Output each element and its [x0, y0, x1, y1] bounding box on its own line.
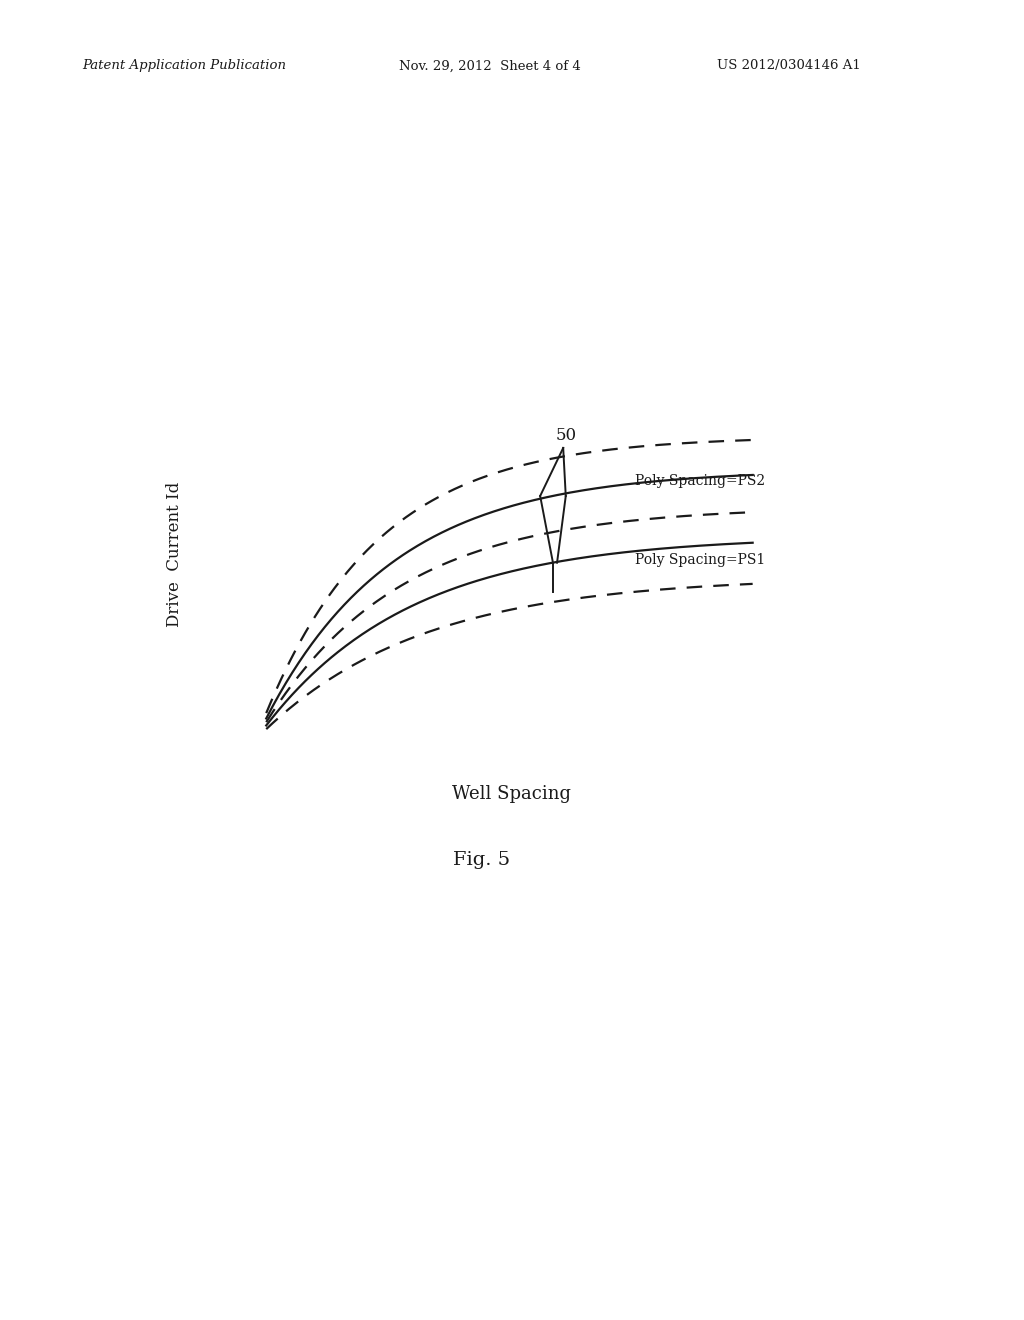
Text: Poly Spacing=PS2: Poly Spacing=PS2	[635, 474, 765, 488]
Text: Patent Application Publication: Patent Application Publication	[82, 59, 286, 73]
Text: Well Spacing: Well Spacing	[453, 785, 571, 804]
Text: 50: 50	[555, 428, 577, 445]
Text: Nov. 29, 2012  Sheet 4 of 4: Nov. 29, 2012 Sheet 4 of 4	[399, 59, 581, 73]
Text: Poly Spacing=PS1: Poly Spacing=PS1	[635, 553, 765, 566]
Text: Fig. 5: Fig. 5	[453, 851, 510, 870]
Text: Drive  Current Id: Drive Current Id	[166, 482, 182, 627]
Text: US 2012/0304146 A1: US 2012/0304146 A1	[717, 59, 860, 73]
